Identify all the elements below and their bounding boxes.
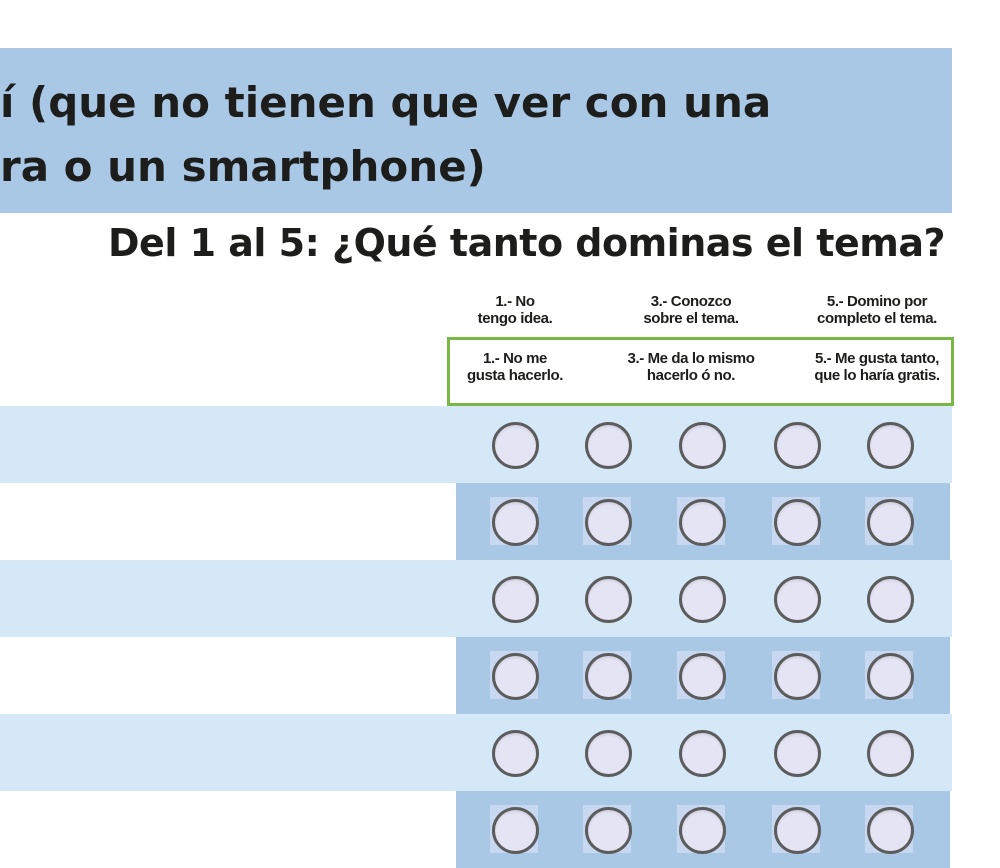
rating-radio-4[interactable] [774,422,821,469]
rating-row [0,714,952,791]
rating-radio-2[interactable] [585,499,632,546]
rating-radio-5[interactable] [867,653,914,700]
rating-radio-4[interactable] [774,499,821,546]
scale-label-knowledge-3: 3.- Conozco sobre el tema. [643,293,739,327]
rating-radio-4[interactable] [774,653,821,700]
rating-radio-5[interactable] [867,499,914,546]
banner-title-line-1: í (que no tienen que ver con una [0,78,772,127]
preference-scale-box [447,337,954,406]
rating-radio-1[interactable] [492,499,539,546]
rating-radio-1[interactable] [492,653,539,700]
rating-radio-4[interactable] [774,807,821,854]
scale-label-preference-3: 3.- Me da lo mismo hacerlo ó no. [627,350,755,384]
banner-title-line-2: ra o un smartphone) [0,142,486,191]
rating-radio-3[interactable] [679,730,726,777]
rating-radio-1[interactable] [492,576,539,623]
rating-radio-3[interactable] [679,576,726,623]
rating-radio-5[interactable] [867,422,914,469]
rating-radio-1[interactable] [492,730,539,777]
rating-radio-4[interactable] [774,576,821,623]
rating-radio-2[interactable] [585,653,632,700]
rating-radio-2[interactable] [585,807,632,854]
rating-radio-5[interactable] [867,807,914,854]
scale-label-preference-1: 1.- No me gusta hacerlo. [466,350,564,384]
rating-row [0,791,952,868]
rating-radio-1[interactable] [492,807,539,854]
rating-radio-4[interactable] [774,730,821,777]
scale-label-knowledge-1: 1.- No tengo idea. [477,293,553,327]
rating-row [0,637,952,714]
rating-row [0,483,952,560]
rating-radio-3[interactable] [679,422,726,469]
rating-radio-2[interactable] [585,576,632,623]
rating-radio-1[interactable] [492,422,539,469]
rating-radio-3[interactable] [679,499,726,546]
scale-label-preference-5: 5.- Me gusta tanto, que lo haría gratis. [814,350,940,384]
rating-row [0,560,952,637]
rating-row [0,406,952,483]
rating-radio-5[interactable] [867,576,914,623]
rating-radio-2[interactable] [585,730,632,777]
rating-radio-3[interactable] [679,807,726,854]
rating-radio-2[interactable] [585,422,632,469]
rating-radio-5[interactable] [867,730,914,777]
title-banner [0,48,952,213]
scale-label-knowledge-5: 5.- Domino por completo el tema. [817,293,937,327]
question-heading: Del 1 al 5: ¿Qué tanto dominas el tema? [108,221,945,265]
rating-radio-3[interactable] [679,653,726,700]
